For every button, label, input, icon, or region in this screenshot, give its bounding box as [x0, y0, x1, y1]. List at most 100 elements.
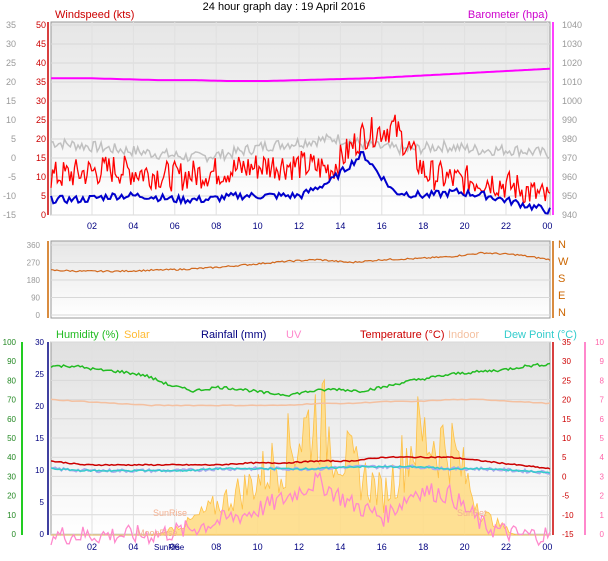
wind-tick-label: 40 [36, 58, 46, 68]
wind-tick-label: 30 [36, 96, 46, 106]
baro-tick-label: 970 [562, 153, 577, 163]
x-tick-label: 20 [460, 221, 470, 231]
temp-tick-label: 0 [562, 472, 567, 481]
direction-tick-label: 0 [36, 311, 41, 320]
legend-item: Rainfall (mm) [201, 329, 266, 341]
rain-tick-label: 10 [35, 466, 44, 475]
x-tick-label: 06 [170, 542, 180, 552]
gust-background-line [50, 132, 551, 164]
x-tick-label: 08 [211, 542, 221, 552]
compass-label: N [558, 307, 566, 319]
legend-item: Solar [124, 329, 150, 341]
wind-tick-label-2: 10 [6, 115, 16, 125]
temp-tick-label: -15 [562, 530, 574, 539]
humidity-tick-label: 100 [3, 338, 17, 347]
humidity-tick-label: 40 [7, 453, 16, 462]
wind-tick-label-2: 5 [11, 134, 16, 144]
x-tick-label: 10 [253, 221, 263, 231]
windspeed-line [50, 114, 551, 205]
uv-tick-label: 9 [600, 357, 605, 366]
temp-tick-label: 35 [562, 338, 571, 347]
baro-tick-label: 940 [562, 210, 577, 220]
uv-tick-label: 4 [600, 453, 605, 462]
wind-tick-label: 10 [36, 172, 46, 182]
baro-tick-label: 980 [562, 134, 577, 144]
wind-tick-label-2: 15 [6, 96, 16, 106]
sunrise-label: SunRise [153, 508, 187, 518]
direction-tick-label: 270 [27, 259, 41, 268]
uv-tick-label: 3 [600, 472, 605, 481]
uv-line [50, 471, 551, 547]
baro-tick-label: 1040 [562, 20, 582, 30]
wind-tick-label: 25 [36, 115, 46, 125]
humidity-tick-label: 90 [7, 357, 16, 366]
humidity-tick-label: 0 [12, 530, 17, 539]
x-tick-label: 10 [253, 542, 263, 552]
x-tick-label: 12 [294, 542, 304, 552]
x-tick-label: 22 [501, 221, 511, 231]
baro-tick-label: 1020 [562, 58, 582, 68]
x-tick-label: 12 [294, 221, 304, 231]
humidity-line [50, 362, 551, 398]
wind-tick-label: 50 [36, 20, 46, 30]
compass-label: S [558, 273, 565, 285]
baro-tick-label: 960 [562, 172, 577, 182]
indoor-temp-line [50, 398, 551, 407]
x-tick-label: 02 [87, 542, 97, 552]
barometer-axis-title: Barometer (hpa) [468, 9, 548, 21]
humidity-tick-label: 60 [7, 415, 16, 424]
legend-item: Temperature (°C) [360, 329, 444, 341]
baro-tick-label: 1000 [562, 96, 582, 106]
x-tick-label: 22 [501, 542, 511, 552]
rain-tick-label: 0 [40, 530, 45, 539]
legend-item: Dew Point (°C) [504, 329, 577, 341]
wind-tick-label-2: -10 [3, 191, 16, 201]
uv-tick-label: 1 [600, 511, 605, 520]
x-tick-label: 02 [87, 221, 97, 231]
humidity-tick-label: 70 [7, 396, 16, 405]
uv-tick-label: 10 [595, 338, 604, 347]
temp-tick-label: 20 [562, 396, 571, 405]
temp-tick-label: 10 [562, 434, 571, 443]
x-tick-label: 20 [460, 542, 470, 552]
wind-tick-label: 45 [36, 39, 46, 49]
baro-tick-label: 1010 [562, 77, 582, 87]
compass-label: W [558, 256, 569, 268]
temp-tick-label: 25 [562, 376, 571, 385]
barometer-line [51, 67, 551, 82]
rain-tick-label: 30 [35, 338, 44, 347]
x-tick-label: 04 [128, 542, 138, 552]
temp-tick-label: -5 [562, 492, 570, 501]
wind-tick-label: 5 [41, 191, 46, 201]
uv-tick-label: 8 [600, 376, 605, 385]
sunset-label: SunSet [457, 508, 487, 518]
direction-tick-label: 360 [27, 241, 41, 250]
x-tick-label: 18 [418, 542, 428, 552]
wind-tick-label-2: 0 [11, 153, 16, 163]
chart-title: 24 hour graph day : 19 April 2016 [203, 1, 366, 13]
humidity-tick-label: 80 [7, 376, 16, 385]
wind-tick-label-2: 20 [6, 77, 16, 87]
baro-tick-label: 990 [562, 115, 577, 125]
temp-tick-label: 15 [562, 415, 571, 424]
rain-tick-label: 20 [35, 402, 44, 411]
compass-label: N [558, 239, 566, 251]
legend-item: UV [286, 329, 302, 341]
rain-tick-label: 25 [35, 370, 44, 379]
uv-tick-label: 2 [600, 492, 605, 501]
windspeed-axis-title: Windspeed (kts) [55, 9, 134, 21]
temp-tick-label: 5 [562, 453, 567, 462]
rain-tick-label: 5 [40, 498, 45, 507]
humidity-tick-label: 10 [7, 511, 16, 520]
wind-tick-label-2: 35 [6, 20, 16, 30]
moonrise-label: MoonRise [137, 528, 178, 538]
wind-tick-label-2: -5 [8, 172, 16, 182]
wind-direction-line [50, 251, 551, 273]
direction-tick-label: 90 [31, 294, 40, 303]
wind-tick-label-2: -15 [3, 210, 16, 220]
baro-tick-label: 1030 [562, 39, 582, 49]
temperature-line [50, 455, 551, 470]
x-tick-label: 16 [377, 542, 387, 552]
wind-tick-label: 35 [36, 77, 46, 87]
